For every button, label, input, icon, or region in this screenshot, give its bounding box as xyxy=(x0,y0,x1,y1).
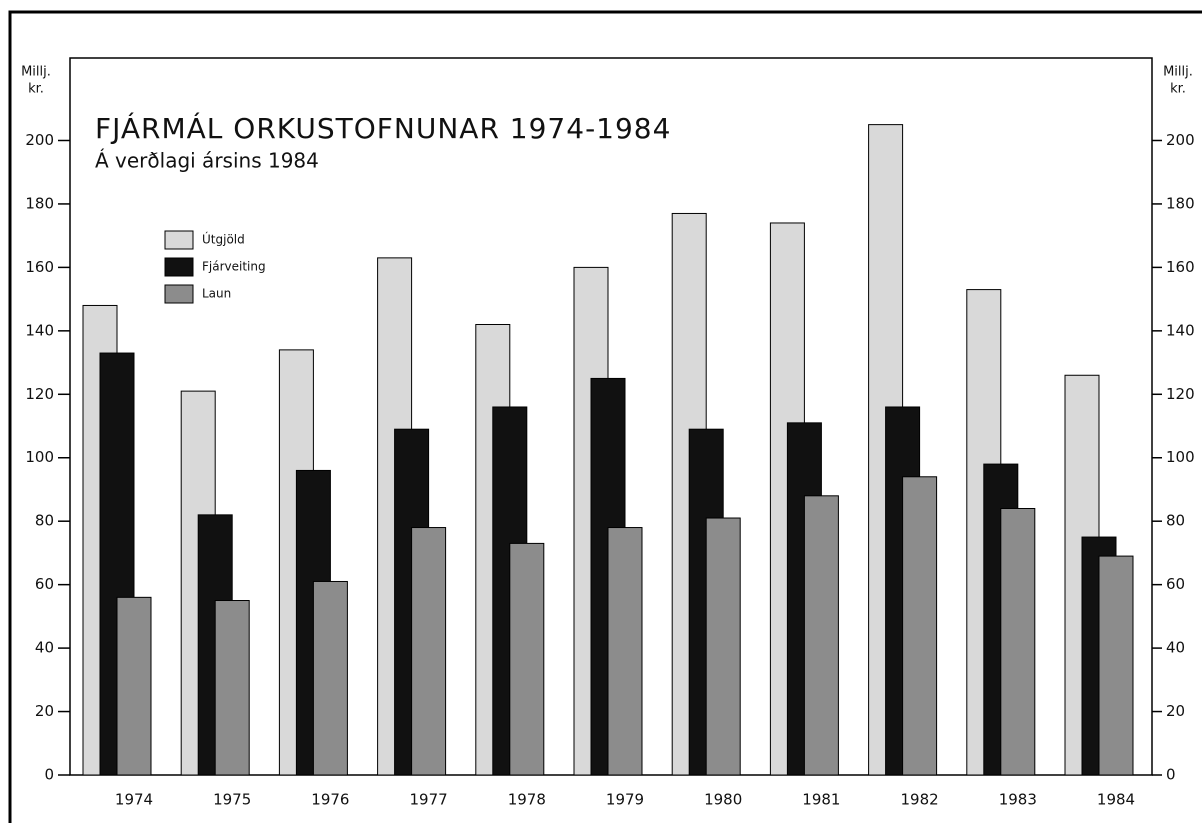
x-tick-label: 1975 xyxy=(213,791,251,809)
y-label: Millj. xyxy=(21,65,51,80)
y-tick-label: 60 xyxy=(35,575,54,593)
legend-label: Laun xyxy=(202,287,231,301)
bar xyxy=(214,600,250,776)
legend-swatch xyxy=(164,230,194,250)
y-label: kr. xyxy=(28,82,44,97)
x-tick-label: 1984 xyxy=(1097,791,1135,809)
y2-tick-label: 200 xyxy=(1166,131,1195,149)
page-frame xyxy=(8,10,1202,823)
x-tick-label: 1974 xyxy=(115,791,153,809)
y2-tick-label: 40 xyxy=(1166,639,1185,657)
y-tick-label: 40 xyxy=(35,639,54,657)
x-tick-label: 1979 xyxy=(606,791,644,809)
x-tick-label: 1980 xyxy=(704,791,742,809)
bar xyxy=(803,495,839,776)
y2-tick-label: 20 xyxy=(1166,702,1185,720)
y-tick-label: 100 xyxy=(25,448,54,466)
legend-swatch xyxy=(164,257,194,277)
x-tick-label: 1982 xyxy=(901,791,939,809)
bar xyxy=(116,596,152,776)
y2-tick-label: 140 xyxy=(1166,321,1195,339)
y-tick-label: 20 xyxy=(35,702,54,720)
y-tick-label: 180 xyxy=(25,194,54,212)
x-tick-label: 1983 xyxy=(999,791,1037,809)
legend-label: Útgjöld xyxy=(202,232,245,247)
y-tick-label: 140 xyxy=(25,321,54,339)
bar xyxy=(705,517,741,776)
bar xyxy=(411,527,447,776)
y2-label: kr. xyxy=(1170,82,1186,97)
y2-tick-label: 100 xyxy=(1166,448,1195,466)
bar xyxy=(902,476,938,776)
y-tick-label: 80 xyxy=(35,512,54,530)
y-tick-label: 200 xyxy=(25,131,54,149)
y-tick-label: 120 xyxy=(25,385,54,403)
x-tick-label: 1977 xyxy=(410,791,448,809)
bar xyxy=(312,580,348,776)
y-tick-label: 160 xyxy=(25,258,54,276)
y2-tick-label: 160 xyxy=(1166,258,1195,276)
bar xyxy=(607,527,643,776)
x-tick-label: 1976 xyxy=(311,791,349,809)
y-tick-label: 0 xyxy=(44,766,54,784)
y2-tick-label: 120 xyxy=(1166,385,1195,403)
chart-title: FJÁRMÁL ORKUSTOFNUNAR 1974-1984 xyxy=(95,111,671,145)
chart-subtitle: Á verðlagi ársins 1984 xyxy=(95,149,319,173)
legend-label: Fjárveiting xyxy=(202,260,266,274)
y2-tick-label: 80 xyxy=(1166,512,1185,530)
bar xyxy=(1098,555,1134,776)
bar xyxy=(1000,508,1036,776)
x-tick-label: 1981 xyxy=(802,791,840,809)
legend-swatch xyxy=(164,284,194,304)
y2-tick-label: 60 xyxy=(1166,575,1185,593)
bar xyxy=(509,542,545,776)
y2-tick-label: 0 xyxy=(1166,766,1176,784)
x-tick-label: 1978 xyxy=(508,791,546,809)
y2-tick-label: 180 xyxy=(1166,194,1195,212)
y2-label: Millj. xyxy=(1163,65,1193,80)
